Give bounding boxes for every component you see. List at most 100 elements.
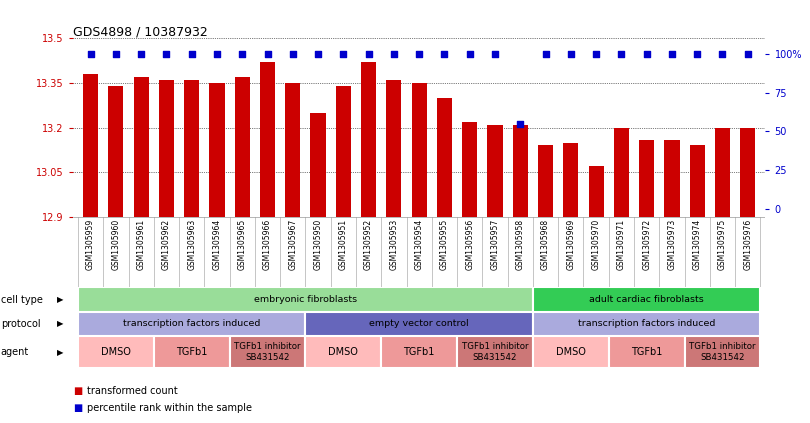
Bar bbox=[78, 288, 533, 312]
Text: GSM1305962: GSM1305962 bbox=[162, 219, 171, 270]
Text: GSM1305963: GSM1305963 bbox=[187, 219, 196, 270]
Bar bbox=[715, 128, 730, 217]
Bar bbox=[310, 113, 326, 217]
Bar bbox=[154, 336, 229, 368]
Bar bbox=[538, 146, 553, 217]
Point bbox=[741, 50, 754, 57]
Bar bbox=[382, 336, 457, 368]
Text: ▶: ▶ bbox=[57, 319, 63, 328]
Text: GSM1305972: GSM1305972 bbox=[642, 219, 651, 270]
Bar bbox=[740, 128, 756, 217]
Bar bbox=[614, 128, 629, 217]
Bar bbox=[689, 146, 705, 217]
Point bbox=[412, 50, 426, 57]
Text: GSM1305950: GSM1305950 bbox=[313, 219, 322, 270]
Text: cell type: cell type bbox=[1, 294, 43, 305]
Text: TGFb1 inhibitor
SB431542: TGFb1 inhibitor SB431542 bbox=[462, 342, 528, 362]
Bar bbox=[589, 166, 603, 217]
Bar bbox=[229, 336, 305, 368]
Bar bbox=[184, 80, 199, 217]
Text: transcription factors induced: transcription factors induced bbox=[123, 319, 260, 328]
Bar bbox=[305, 336, 382, 368]
Bar bbox=[513, 125, 528, 217]
Bar bbox=[159, 80, 174, 217]
Text: GSM1305973: GSM1305973 bbox=[667, 219, 676, 270]
Text: GSM1305956: GSM1305956 bbox=[465, 219, 474, 270]
Bar bbox=[457, 336, 533, 368]
Point bbox=[463, 50, 476, 57]
Point bbox=[565, 50, 578, 57]
Point bbox=[261, 50, 274, 57]
Bar bbox=[533, 312, 761, 336]
Bar bbox=[78, 312, 305, 336]
Text: GSM1305960: GSM1305960 bbox=[111, 219, 121, 270]
Point bbox=[312, 50, 325, 57]
Point bbox=[109, 50, 122, 57]
Text: GSM1305952: GSM1305952 bbox=[364, 219, 373, 270]
Text: GSM1305958: GSM1305958 bbox=[516, 219, 525, 270]
Point bbox=[286, 50, 299, 57]
Text: GSM1305975: GSM1305975 bbox=[718, 219, 727, 270]
Text: empty vector control: empty vector control bbox=[369, 319, 469, 328]
Text: adult cardiac fibroblasts: adult cardiac fibroblasts bbox=[590, 295, 704, 304]
Bar bbox=[386, 80, 402, 217]
Bar bbox=[684, 336, 761, 368]
Text: ■: ■ bbox=[73, 386, 82, 396]
Text: GDS4898 / 10387932: GDS4898 / 10387932 bbox=[73, 25, 207, 38]
Point bbox=[387, 50, 400, 57]
Point bbox=[185, 50, 198, 57]
Text: percentile rank within the sample: percentile rank within the sample bbox=[87, 403, 253, 413]
Point bbox=[438, 50, 451, 57]
Point bbox=[590, 50, 603, 57]
Text: GSM1305961: GSM1305961 bbox=[137, 219, 146, 270]
Point bbox=[615, 50, 628, 57]
Bar bbox=[533, 288, 761, 312]
Bar bbox=[563, 143, 578, 217]
Text: GSM1305976: GSM1305976 bbox=[744, 219, 752, 270]
Bar bbox=[411, 83, 427, 217]
Bar bbox=[83, 74, 98, 217]
Text: GSM1305951: GSM1305951 bbox=[339, 219, 347, 270]
Text: TGFb1 inhibitor
SB431542: TGFb1 inhibitor SB431542 bbox=[234, 342, 301, 362]
Bar bbox=[78, 336, 154, 368]
Bar bbox=[260, 62, 275, 217]
Point bbox=[337, 50, 350, 57]
Point bbox=[84, 50, 97, 57]
Bar bbox=[109, 86, 123, 217]
Bar bbox=[639, 140, 654, 217]
Text: GSM1305966: GSM1305966 bbox=[263, 219, 272, 270]
Text: GSM1305953: GSM1305953 bbox=[390, 219, 399, 270]
Point bbox=[211, 50, 224, 57]
Bar bbox=[361, 62, 376, 217]
Bar bbox=[463, 122, 477, 217]
Text: TGFb1 inhibitor
SB431542: TGFb1 inhibitor SB431542 bbox=[689, 342, 756, 362]
Text: DMSO: DMSO bbox=[556, 347, 586, 357]
Bar bbox=[235, 77, 249, 217]
Bar bbox=[305, 312, 533, 336]
Bar bbox=[210, 83, 224, 217]
Bar bbox=[285, 83, 301, 217]
Point bbox=[488, 50, 501, 57]
Point bbox=[666, 50, 679, 57]
Text: GSM1305957: GSM1305957 bbox=[491, 219, 500, 270]
Text: GSM1305954: GSM1305954 bbox=[415, 219, 424, 270]
Text: DMSO: DMSO bbox=[101, 347, 130, 357]
Text: ▶: ▶ bbox=[57, 348, 63, 357]
Text: GSM1305970: GSM1305970 bbox=[591, 219, 600, 270]
Text: GSM1305959: GSM1305959 bbox=[86, 219, 95, 270]
Point bbox=[236, 50, 249, 57]
Text: embryonic fibroblasts: embryonic fibroblasts bbox=[254, 295, 357, 304]
Text: GSM1305967: GSM1305967 bbox=[288, 219, 297, 270]
Text: DMSO: DMSO bbox=[328, 347, 358, 357]
Bar bbox=[488, 125, 502, 217]
Text: transformed count: transformed count bbox=[87, 386, 178, 396]
Text: GSM1305955: GSM1305955 bbox=[440, 219, 449, 270]
Point bbox=[514, 120, 526, 127]
Point bbox=[691, 50, 704, 57]
Bar bbox=[336, 86, 351, 217]
Bar bbox=[533, 336, 609, 368]
Text: ■: ■ bbox=[73, 403, 82, 413]
Text: TGFb1: TGFb1 bbox=[176, 347, 207, 357]
Text: TGFb1: TGFb1 bbox=[403, 347, 435, 357]
Text: TGFb1: TGFb1 bbox=[631, 347, 663, 357]
